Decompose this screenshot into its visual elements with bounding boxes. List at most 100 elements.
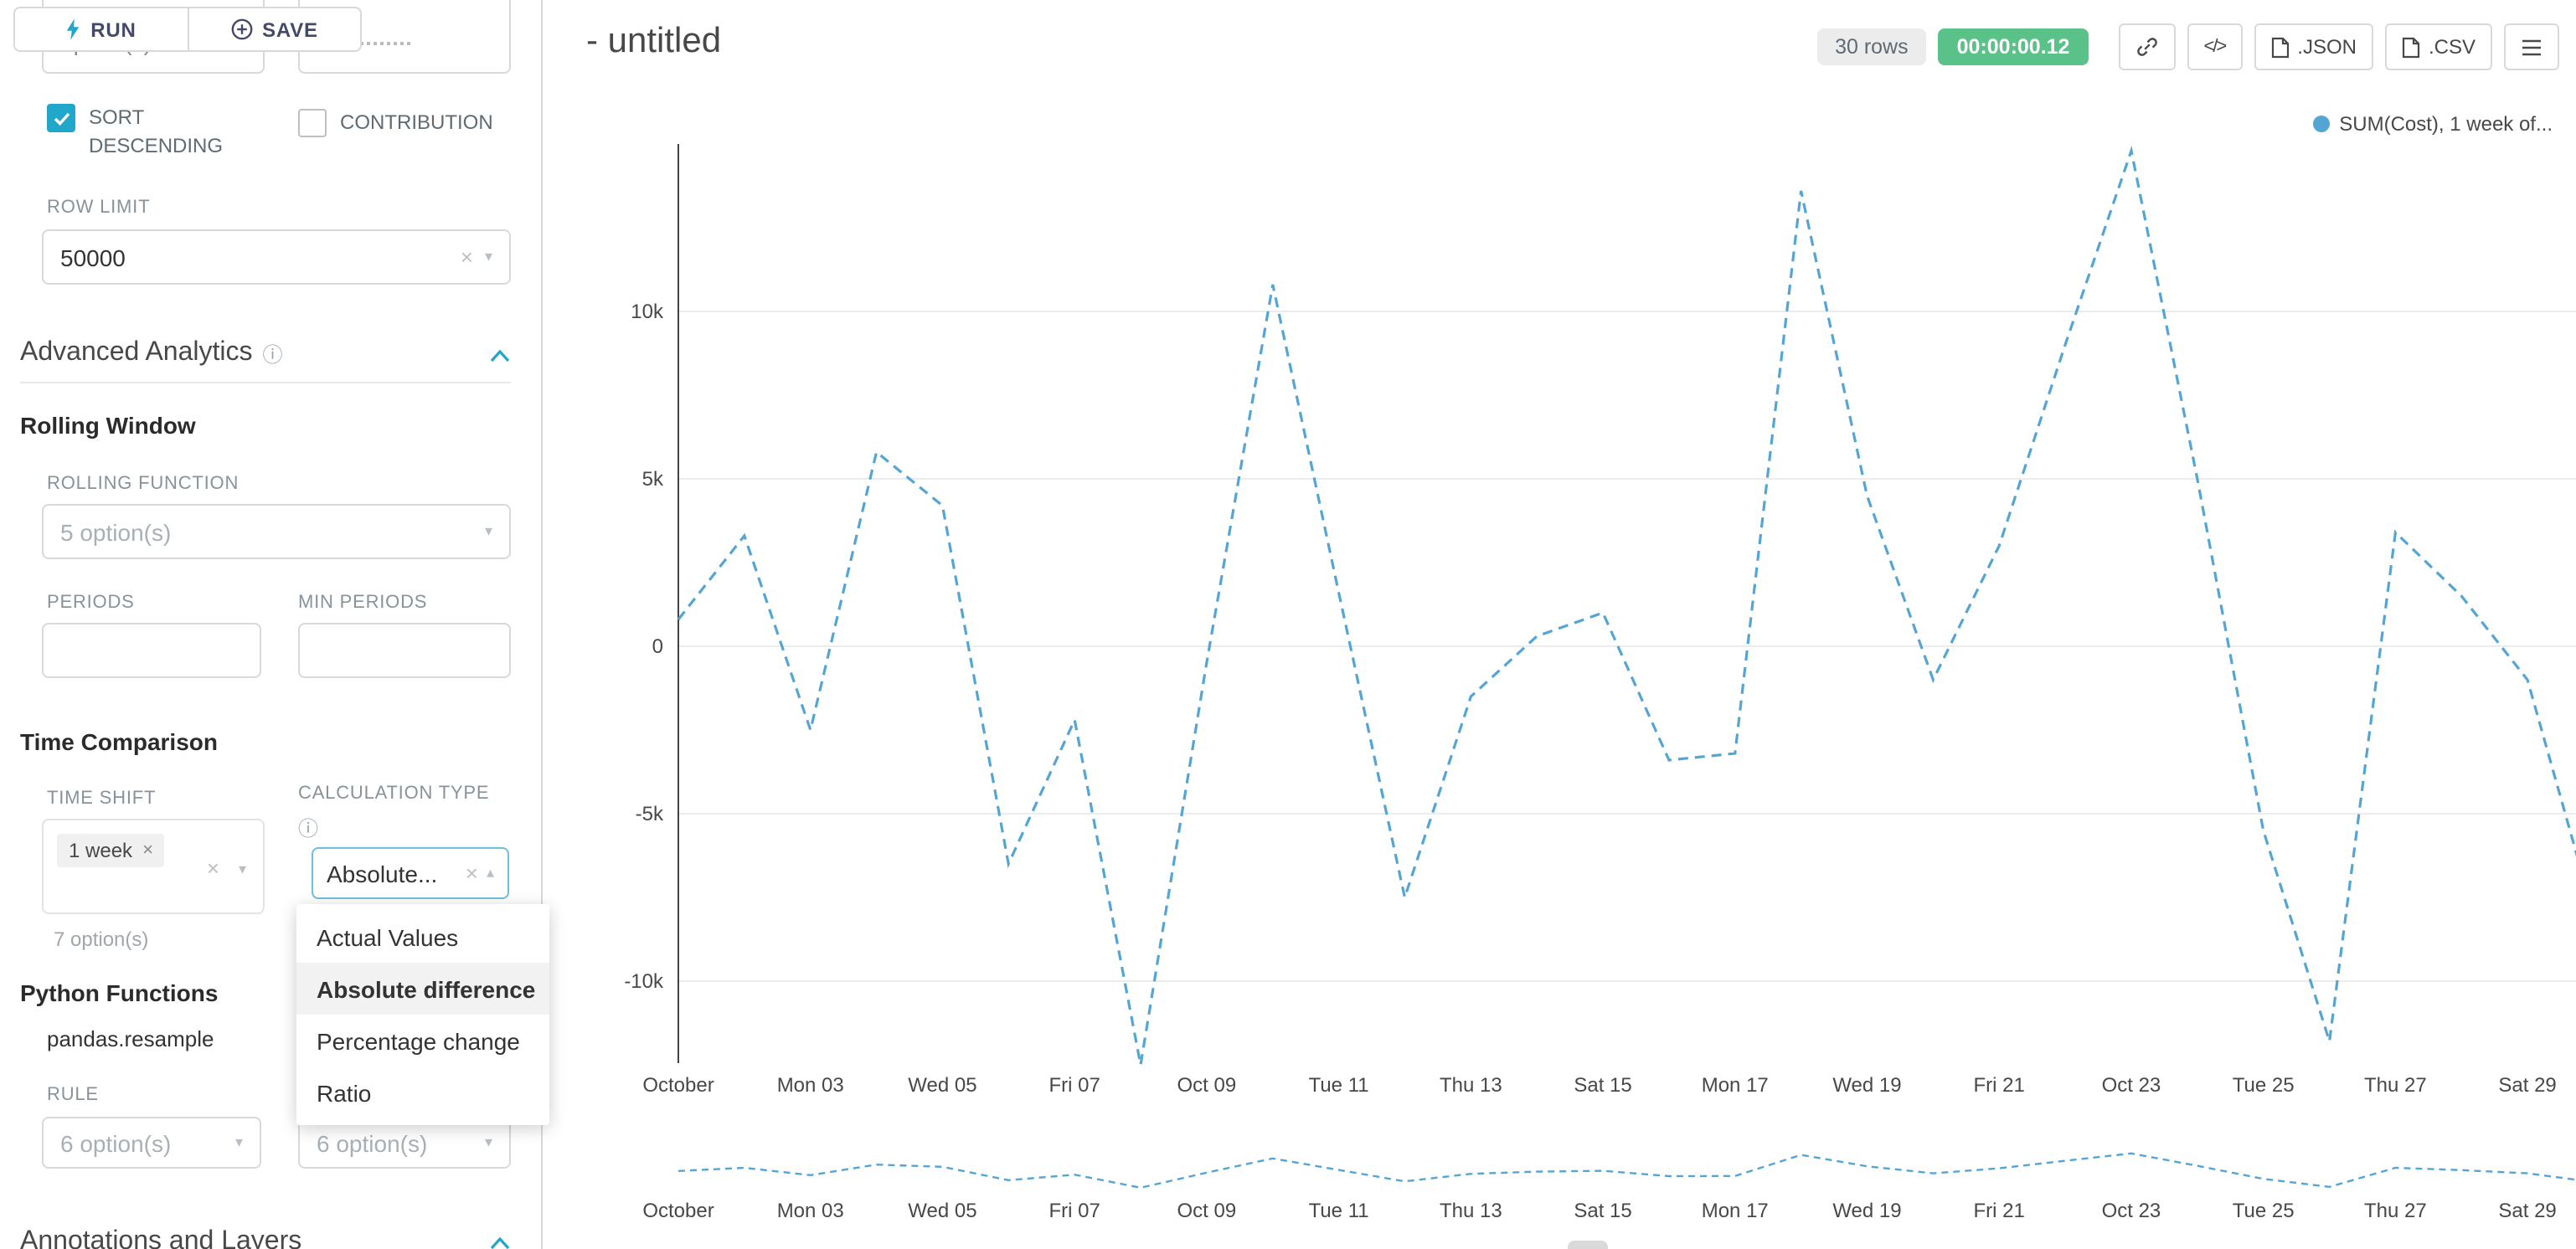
menu-item-actual-values[interactable]: Actual Values <box>317 923 459 950</box>
dash-style-preview <box>320 42 410 45</box>
code-icon: </> <box>2203 37 2227 57</box>
rule-placeholder: 6 option(s) <box>60 1129 172 1156</box>
embed-code-button[interactable]: </> <box>2187 23 2243 70</box>
time-shift-label: TIME SHIFT <box>47 789 157 809</box>
svg-text:0: 0 <box>652 635 663 658</box>
calculation-type-value: Absolute... <box>327 860 438 887</box>
clear-icon[interactable]: × <box>460 244 473 270</box>
chevron-up-icon[interactable] <box>489 1236 511 1249</box>
method-placeholder: 6 option(s) <box>317 1129 428 1156</box>
svg-text:Wed 19: Wed 19 <box>1832 1074 1901 1097</box>
clear-icon[interactable]: × <box>206 856 219 881</box>
svg-text:Thu 27: Thu 27 <box>2364 1074 2427 1097</box>
hamburger-menu-icon <box>2522 39 2541 55</box>
copy-link-button[interactable] <box>2118 23 2176 70</box>
query-timer-badge: 00:00:00.12 <box>1938 28 2089 65</box>
info-icon: ⓘ <box>298 817 319 840</box>
sort-descending-label: SORT DESCENDING <box>89 105 224 158</box>
svg-text:5k: 5k <box>642 468 664 491</box>
calculation-type-select[interactable]: Absolute... × ▴ <box>312 847 509 899</box>
svg-text:-5k: -5k <box>636 803 664 825</box>
cutoff-select-right[interactable] <box>298 0 511 74</box>
svg-text:Oct 09: Oct 09 <box>1177 1200 1237 1222</box>
section-divider <box>20 382 511 383</box>
contribution-checkbox[interactable] <box>298 109 327 137</box>
svg-text:October: October <box>642 1074 714 1097</box>
time-shift-tag: 1 week × <box>57 834 165 867</box>
save-button-label: SAVE <box>262 18 318 41</box>
time-shift-helper: 7 option(s) <box>54 928 149 951</box>
svg-text:Thu 13: Thu 13 <box>1440 1074 1502 1097</box>
svg-text:Mon 03: Mon 03 <box>777 1200 844 1222</box>
run-button-label: RUN <box>90 18 137 41</box>
rolling-function-select[interactable]: 5 option(s) ▾ <box>42 504 511 559</box>
calculation-type-label: CALCULATION TYPE <box>298 784 490 804</box>
svg-text:Sat 15: Sat 15 <box>1574 1200 1631 1222</box>
svg-text:Fri 21: Fri 21 <box>1974 1200 2025 1222</box>
rule-label: RULE <box>47 1085 99 1105</box>
chart-area: - untitled 30 rows 00:00:00.12 </> <box>543 0 2576 1249</box>
data-panel-resize-handle[interactable] <box>1568 1241 1608 1249</box>
sort-descending-checkbox[interactable] <box>47 104 75 132</box>
row-count-badge: 30 rows <box>1816 28 1927 65</box>
periods-input[interactable] <box>42 623 261 678</box>
annotations-header[interactable]: Annotations and Layers <box>20 1227 301 1249</box>
plus-circle-icon <box>230 18 252 40</box>
svg-text:Oct 23: Oct 23 <box>2102 1074 2161 1097</box>
rule-select[interactable]: 6 option(s) ▾ <box>42 1117 261 1169</box>
chevron-up-icon[interactable] <box>489 348 511 363</box>
file-icon <box>2271 36 2289 58</box>
svg-text:-10k: -10k <box>624 970 664 993</box>
svg-text:Mon 03: Mon 03 <box>777 1074 844 1097</box>
clear-icon[interactable]: × <box>465 861 478 886</box>
row-limit-label: ROW LIMIT <box>47 198 151 218</box>
menu-item-ratio[interactable]: Ratio <box>317 1079 372 1106</box>
svg-text:Tue 25: Tue 25 <box>2233 1200 2295 1222</box>
run-button[interactable]: RUN <box>15 8 187 50</box>
chart-header-actions: 30 rows 00:00:00.12 </> .JSON <box>1816 23 2559 70</box>
python-functions-title: Python Functions <box>20 979 219 1006</box>
legend-item[interactable]: SUM(Cost), 1 week of... <box>2312 112 2553 136</box>
main-chart: 10k 5k 0 -5k -10k October October Mon 03 Mon 03 W… <box>624 144 2576 1222</box>
rolling-window-title: Rolling Window <box>20 412 196 439</box>
export-json-button[interactable]: .JSON <box>2254 23 2373 70</box>
svg-text:Fri 07: Fri 07 <box>1048 1200 1100 1222</box>
more-options-button[interactable] <box>2504 23 2559 70</box>
svg-text:Wed 19: Wed 19 <box>1832 1200 1901 1222</box>
export-csv-button[interactable]: .CSV <box>2384 23 2492 70</box>
svg-text:Oct 09: Oct 09 <box>1177 1074 1237 1097</box>
periods-label: PERIODS <box>47 593 135 613</box>
svg-text:Wed 05: Wed 05 <box>908 1074 976 1097</box>
calculation-type-menu: Actual Values Absolute difference Percen… <box>296 904 549 1125</box>
export-csv-label: .CSV <box>2428 35 2476 59</box>
time-shift-tag-label: 1 week <box>69 839 133 862</box>
svg-text:Mon 17: Mon 17 <box>1702 1074 1769 1097</box>
min-periods-input[interactable] <box>298 623 511 678</box>
link-icon <box>2136 38 2157 56</box>
svg-text:Sat 29: Sat 29 <box>2498 1200 2556 1222</box>
lightning-icon <box>67 18 80 40</box>
advanced-analytics-header[interactable]: Advanced Analytics ⓘ <box>20 338 283 368</box>
row-limit-select[interactable]: 50000 × ▾ <box>42 229 511 285</box>
svg-text:Tue 11: Tue 11 <box>1309 1074 1369 1097</box>
check-icon <box>53 111 70 125</box>
chevron-up-small-icon: ▴ <box>486 864 494 881</box>
chevron-down-icon: ▾ <box>484 1133 492 1150</box>
svg-text:Sat 29: Sat 29 <box>2498 1074 2556 1097</box>
file-icon <box>2402 36 2420 58</box>
contribution-label: CONTRIBUTION <box>340 111 493 134</box>
chevron-down-icon: ▾ <box>484 522 492 539</box>
export-json-label: .JSON <box>2297 35 2357 59</box>
rolling-function-placeholder: 5 option(s) <box>60 518 172 545</box>
save-button[interactable]: SAVE <box>187 8 360 50</box>
menu-item-percentage-change[interactable]: Percentage change <box>317 1027 520 1054</box>
svg-text:Thu 27: Thu 27 <box>2364 1200 2427 1222</box>
time-shift-select[interactable]: 1 week × × ▾ <box>42 819 265 914</box>
menu-item-absolute-difference[interactable]: Absolute difference <box>296 963 549 1015</box>
tag-remove-icon[interactable]: × <box>142 840 153 860</box>
min-periods-label: MIN PERIODS <box>298 593 428 613</box>
legend-label: SUM(Cost), 1 week of... <box>2339 112 2553 136</box>
resample-method-select[interactable]: 6 option(s) ▾ <box>298 1117 511 1169</box>
svg-text:Oct 23: Oct 23 <box>2102 1200 2161 1222</box>
